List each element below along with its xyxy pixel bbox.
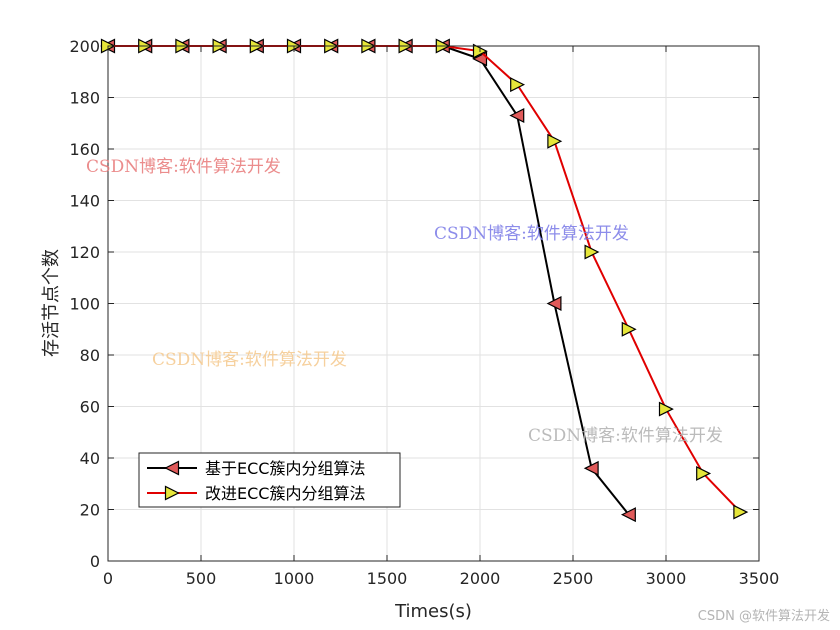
data-point-marker [658,401,674,417]
legend-marker [164,485,180,501]
x-tick-label: 3000 [646,569,687,588]
watermark-text: CSDN博客:软件算法开发 [434,224,629,244]
watermark-text: CSDN博客:软件算法开发 [152,350,347,370]
data-point-marker [510,77,526,93]
axis-ticks: 0 500 1000 1500 2000 2500 3000 3500 0 20 40 60 80 100… [69,37,779,588]
x-tick-label: 3500 [739,569,780,588]
y-tick-label: 60 [80,398,100,417]
x-tick-label: 500 [186,569,217,588]
x-tick-label: 0 [103,569,113,588]
data-point-marker [547,133,563,149]
y-tick-label: 140 [69,192,100,211]
y-tick-label: 180 [69,89,100,108]
legend-marker [164,460,180,476]
data-point-marker [472,51,488,67]
x-tick-label: 1000 [274,569,315,588]
y-tick-label: 80 [80,346,100,365]
data-point-marker [621,321,637,337]
x-tick-label: 1500 [367,569,408,588]
y-tick-label: 120 [69,243,100,262]
y-tick-label: 100 [69,295,100,314]
data-point-marker [733,504,749,520]
x-tick-label: 2500 [553,569,594,588]
data-point-marker [620,507,636,523]
data-point-marker [509,108,525,123]
y-tick-label: 160 [69,140,100,159]
x-axis-label: Times(s) [394,601,472,622]
y-tick-label: 200 [69,37,100,56]
legend-label: 基于ECC簇内分组算法 [205,459,365,478]
watermark-text: CSDN博客:软件算法开发 [86,157,281,177]
footer-watermark: CSDN @软件算法开发 [697,609,830,624]
y-axis-label: 存活节点个数 [41,249,62,357]
y-tick-label: 0 [90,552,100,571]
y-tick-label: 20 [80,501,100,520]
legend-label: 改进ECC簇内分组算法 [205,484,365,503]
data-point-marker [546,296,562,311]
y-tick-label: 40 [80,449,100,468]
data-point-marker [584,244,600,260]
data-point-marker [583,460,599,476]
data-point-marker [696,465,712,481]
watermark-text: CSDN博客:软件算法开发 [528,426,723,446]
x-tick-label: 2000 [460,569,501,588]
legend-box [138,452,401,508]
